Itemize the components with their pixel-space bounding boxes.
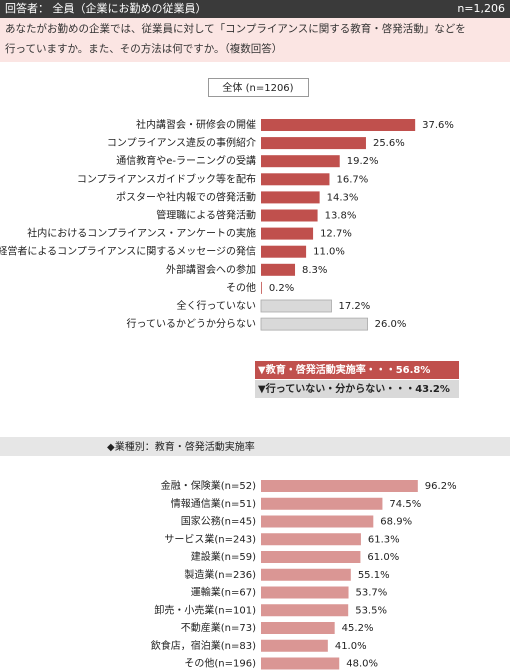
bar [261, 586, 349, 599]
chart-title: ◆業種別：教育・啓発活動実施率 [107, 440, 255, 453]
bar [260, 299, 332, 313]
bar [261, 480, 418, 492]
bar [261, 119, 416, 131]
category-label: 社内講習会・研修会の開催 [136, 118, 256, 131]
category-label: 金融・保険業(n=52) [161, 479, 256, 492]
bar [261, 551, 361, 563]
bar [261, 568, 351, 581]
category-label: 行っているかどうか分らない [127, 317, 257, 330]
bar [261, 227, 314, 240]
value-label: 17.2% [339, 301, 371, 312]
bar [261, 245, 307, 258]
value-label: 61.0% [367, 552, 399, 563]
summary-box [255, 361, 459, 379]
category-label: 運輸業(n=67) [191, 586, 256, 599]
value-label: 13.8% [325, 211, 357, 222]
category-label: 社内におけるコンプライアンス・アンケートの実施 [27, 227, 256, 240]
value-label: 68.9% [380, 517, 412, 528]
title-box [208, 78, 309, 97]
bar [261, 515, 374, 528]
value-label: 26.0% [375, 319, 407, 330]
value-label: 19.2% [347, 156, 379, 167]
bar [261, 281, 262, 294]
section-bar [0, 437, 510, 456]
bar [261, 622, 335, 634]
value-label: 53.7% [356, 588, 388, 599]
bar [261, 533, 361, 546]
value-label: 37.6% [422, 120, 454, 131]
value-label: 53.5% [355, 605, 387, 616]
category-label: 管理職による啓発活動 [156, 209, 256, 222]
category-label: 情報通信業(n=51) [171, 497, 256, 510]
value-label: 8.3% [302, 265, 327, 276]
category-label: コンプライアンスガイドブック等を配布 [77, 172, 256, 185]
category-label: その他 [226, 281, 256, 294]
value-label: 45.2% [342, 623, 374, 634]
bar [261, 209, 318, 222]
summary: ▼行っていない・分からない・・・43.2% [258, 382, 450, 395]
question: あなたがお勤めの企業では、従業員に対して「コンプライアンスに関する教育・啓発活動… [5, 22, 466, 35]
value-label: 0.2% [269, 283, 294, 294]
category-label: 建設業(n=59) [191, 550, 256, 563]
question-bg [0, 18, 510, 62]
bar [260, 317, 368, 331]
value-label: 16.7% [336, 174, 368, 185]
category-label: 飲食店，宿泊業(n=83) [151, 639, 256, 652]
category-label: その他(n=196) [184, 657, 256, 670]
category-label: 外部講習会への参加 [166, 263, 256, 276]
category-label: 経営者によるコンプライアンスに関するメッセージの発信 [0, 245, 256, 258]
bar [261, 497, 383, 510]
sample-size: n=1,206 [457, 2, 505, 15]
bar [261, 604, 349, 617]
value-label: 11.0% [313, 247, 345, 258]
respondents: 回答者： 全員（企業にお勤めの従業員） [5, 1, 207, 15]
value-label: 12.7% [320, 229, 352, 240]
bar [261, 639, 328, 652]
bar [261, 173, 330, 186]
category-label: コンプライアンス違反の事例紹介 [107, 136, 256, 149]
value-label: 14.3% [327, 192, 359, 203]
question: 行っていますか。また、その方法は何ですか。（複数回答） [5, 42, 282, 55]
category-label: 通信教育やe-ラーニングの受講 [116, 154, 256, 167]
category-label: 不動産業(n=73) [181, 621, 256, 634]
category-label: サービス業(n=243) [164, 532, 256, 545]
bar [261, 191, 320, 204]
chart-title: 全体 (n=1206) [222, 81, 293, 94]
value-label: 74.5% [389, 499, 421, 510]
value-label: 96.2% [425, 481, 457, 492]
category-label: 全く行っていない [177, 299, 257, 312]
value-label: 48.0% [346, 659, 378, 670]
category-label: 国家公務(n=45) [181, 515, 256, 528]
value-label: 61.3% [368, 534, 400, 545]
value-label: 55.1% [358, 570, 390, 581]
bar [261, 657, 340, 670]
header-bar [0, 0, 510, 18]
summary-box [255, 380, 459, 398]
category-label: 卸売・小売業(n=101) [154, 603, 256, 616]
summary: ▼教育・啓発活動実施率・・・56.8% [258, 363, 430, 376]
category-label: 製造業(n=236) [184, 568, 256, 581]
value-label: 41.0% [335, 641, 367, 652]
bar [261, 263, 296, 276]
bar [261, 155, 340, 168]
category-label: ポスターや社内報での啓発活動 [116, 190, 256, 203]
bar [261, 137, 366, 150]
value-label: 25.6% [373, 138, 405, 149]
